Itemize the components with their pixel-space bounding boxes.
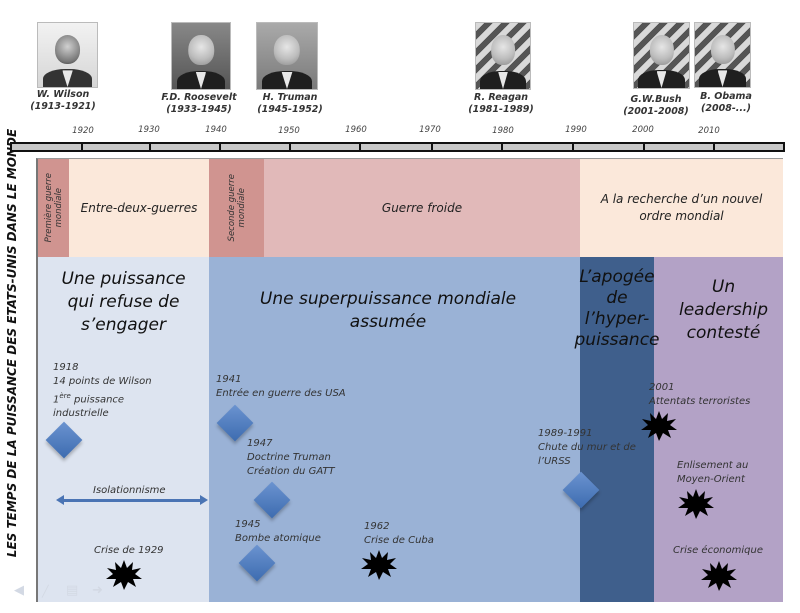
event-enlisement: Enlisement au Moyen-Orient bbox=[677, 460, 749, 485]
portrait-roosevelt bbox=[171, 22, 231, 90]
phase-title-refus: Une puissance qui refuse de s’engager bbox=[61, 269, 186, 335]
crisis-burst-icon bbox=[701, 561, 737, 591]
president-name-truman: H. Truman (1945-1952) bbox=[257, 92, 323, 115]
prev-slide-icon[interactable]: ◀ bbox=[14, 583, 24, 598]
year-label: 1960 bbox=[345, 125, 367, 135]
event-1941: 1941 Entrée en guerre des USA bbox=[216, 374, 346, 399]
president-name-obama: B. Obama (2008-...) bbox=[700, 91, 752, 114]
event-crise-1929: Crise de 1929 bbox=[94, 545, 164, 556]
phase-title-leadership: Un leadership contesté bbox=[679, 277, 768, 343]
phase-superpuissance bbox=[209, 257, 580, 602]
portrait-truman bbox=[256, 22, 318, 90]
timeline-panel: Première guerre mondiale Entre-deux-guerr… bbox=[36, 158, 783, 602]
ruler-tick bbox=[572, 142, 574, 152]
year-label: 1980 bbox=[492, 126, 514, 136]
crisis-burst-icon bbox=[641, 411, 677, 441]
period-guerre-froide: Guerre froide bbox=[264, 159, 580, 257]
event-1989-1991: 1989-1991 Chute du mur et de l’URSS bbox=[538, 428, 636, 467]
year-label: 1920 bbox=[72, 126, 94, 136]
event-1947: 1947 Doctrine Truman Création du GATT bbox=[247, 438, 335, 477]
portrait-bush bbox=[633, 22, 690, 89]
ruler-tick bbox=[289, 142, 291, 152]
ruler-tick bbox=[219, 142, 221, 152]
next-slide-icon[interactable]: ➜ bbox=[92, 583, 103, 598]
ruler-tick bbox=[81, 142, 83, 152]
year-label: 1940 bbox=[205, 125, 227, 135]
year-label: 1930 bbox=[138, 125, 160, 135]
portrait-reagan bbox=[475, 22, 531, 90]
event-1945: 1945 Bombe atomique bbox=[235, 519, 321, 544]
event-1918: 1918 14 points de Wilson 1ère puissance … bbox=[53, 362, 152, 420]
period-ww2: Seconde guerre mondiale bbox=[209, 159, 264, 257]
portrait-wilson bbox=[37, 22, 98, 88]
isolationnisme-arrow bbox=[56, 495, 208, 505]
menu-icon[interactable]: ▤ bbox=[66, 583, 79, 598]
president-name-wilson: W. Wilson (1913-1921) bbox=[30, 89, 96, 112]
year-label: 1950 bbox=[278, 126, 300, 136]
year-label: 2000 bbox=[632, 125, 654, 135]
ruler-tick bbox=[431, 142, 433, 152]
president-name-bush: G.W.Bush (2001-2008) bbox=[623, 94, 689, 117]
event-isolationnisme-label: Isolationnisme bbox=[93, 485, 166, 496]
pen-icon[interactable]: ╱ bbox=[42, 585, 49, 598]
event-crise-economique: Crise économique bbox=[673, 545, 763, 556]
period-ww2-label: Seconde guerre mondiale bbox=[226, 174, 247, 242]
portrait-obama bbox=[694, 22, 751, 88]
year-label: 1990 bbox=[565, 125, 587, 135]
period-guerre-froide-label: Guerre froide bbox=[381, 201, 463, 215]
ruler-tick bbox=[359, 142, 361, 152]
president-name-roosevelt: F.D. Roosevelt (1933-1945) bbox=[161, 92, 237, 115]
phase-title-superpuissance: Une superpuissance mondiale assumée bbox=[259, 289, 517, 332]
timeline-ruler bbox=[10, 142, 785, 152]
period-entre-deux-guerres-label: Entre-deux-guerres bbox=[80, 201, 198, 215]
side-title: LES TEMPS DE LA PUISSANCE DES ETATS-UNIS… bbox=[5, 128, 19, 558]
period-ww1: Première guerre mondiale bbox=[38, 159, 69, 257]
crisis-burst-icon bbox=[678, 489, 714, 519]
period-nouvel-ordre: A la recherche d’un nouvel ordre mondial bbox=[580, 159, 783, 257]
event-2001: 2001 Attentats terroristes bbox=[649, 382, 751, 407]
ruler-tick bbox=[643, 142, 645, 152]
ruler-tick bbox=[501, 142, 503, 152]
year-label: 2010 bbox=[698, 126, 720, 136]
president-name-reagan: R. Reagan (1981-1989) bbox=[468, 92, 534, 115]
event-1962: 1962 Crise de Cuba bbox=[364, 521, 434, 546]
period-entre-deux-guerres: Entre-deux-guerres bbox=[69, 159, 209, 257]
ruler-tick bbox=[713, 142, 715, 152]
phase-hyperpuissance bbox=[580, 257, 654, 602]
period-nouvel-ordre-label: A la recherche d’un nouvel ordre mondial bbox=[600, 192, 763, 223]
phase-title-hyperpuissance: L’apogée de l’hyper-puissance bbox=[574, 267, 660, 350]
crisis-burst-icon bbox=[106, 560, 142, 590]
period-ww1-label: Première guerre mondiale bbox=[43, 173, 64, 243]
crisis-burst-icon bbox=[361, 550, 397, 580]
year-label: 1970 bbox=[419, 125, 441, 135]
ruler-tick bbox=[149, 142, 151, 152]
